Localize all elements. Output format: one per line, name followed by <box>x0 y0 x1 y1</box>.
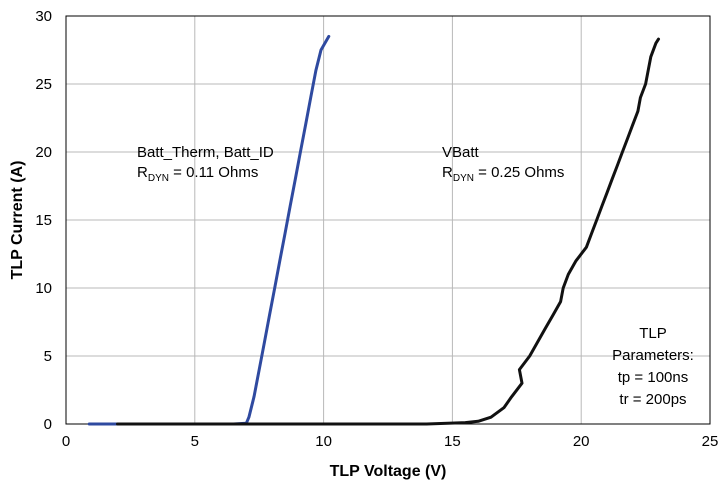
annotation-rdyn-left-r: R <box>137 164 148 181</box>
annotation-rdyn-right: RDYN = 0.25 Ohms <box>442 164 564 184</box>
y-tick-label: 0 <box>44 416 52 433</box>
y-tick-label: 15 <box>35 212 52 229</box>
x-axis-title: TLP Voltage (V) <box>330 463 447 480</box>
grid-lines <box>66 16 710 424</box>
x-tick-label: 15 <box>444 433 461 450</box>
params-line-2: Parameters: <box>612 347 694 364</box>
y-tick-label: 20 <box>35 144 52 161</box>
annotation-rdyn-right-value: = 0.25 Ohms <box>474 164 564 181</box>
series-group <box>87 34 660 426</box>
params-line-4: tr = 200ps <box>619 391 686 408</box>
x-tick-labels: 0 5 10 15 20 25 <box>62 433 718 450</box>
y-tick-label: 10 <box>35 280 52 297</box>
series-line-batt-therm <box>87 34 331 426</box>
annotation-rdyn-right-sub: DYN <box>453 173 474 184</box>
y-tick-label: 5 <box>44 348 52 365</box>
series-line-vbatt <box>116 37 660 426</box>
annotation-rdyn-left: RDYN = 0.11 Ohms <box>137 164 258 184</box>
annotation-rdyn-right-r: R <box>442 164 453 181</box>
x-tick-label: 10 <box>315 433 332 450</box>
y-tick-label: 30 <box>35 8 52 25</box>
x-tick-label: 20 <box>573 433 590 450</box>
annotation-batt-therm: Batt_Therm, Batt_ID <box>137 144 274 161</box>
tlp-parameters-note: TLP Parameters: tp = 100ns tr = 200ps <box>612 325 694 408</box>
x-tick-label: 5 <box>191 433 199 450</box>
annotation-vbatt: VBatt <box>442 144 480 161</box>
annotation-rdyn-left-sub: DYN <box>148 173 169 184</box>
params-line-1: TLP <box>639 325 667 342</box>
x-tick-label: 25 <box>702 433 718 450</box>
y-axis-title: TLP Current (A) <box>9 161 26 280</box>
y-tick-labels: 0 5 10 15 20 25 30 <box>35 8 52 433</box>
y-tick-label: 25 <box>35 76 52 93</box>
x-tick-label: 0 <box>62 433 70 450</box>
annotation-rdyn-left-value: = 0.11 Ohms <box>169 164 258 181</box>
params-line-3: tp = 100ns <box>618 369 688 386</box>
